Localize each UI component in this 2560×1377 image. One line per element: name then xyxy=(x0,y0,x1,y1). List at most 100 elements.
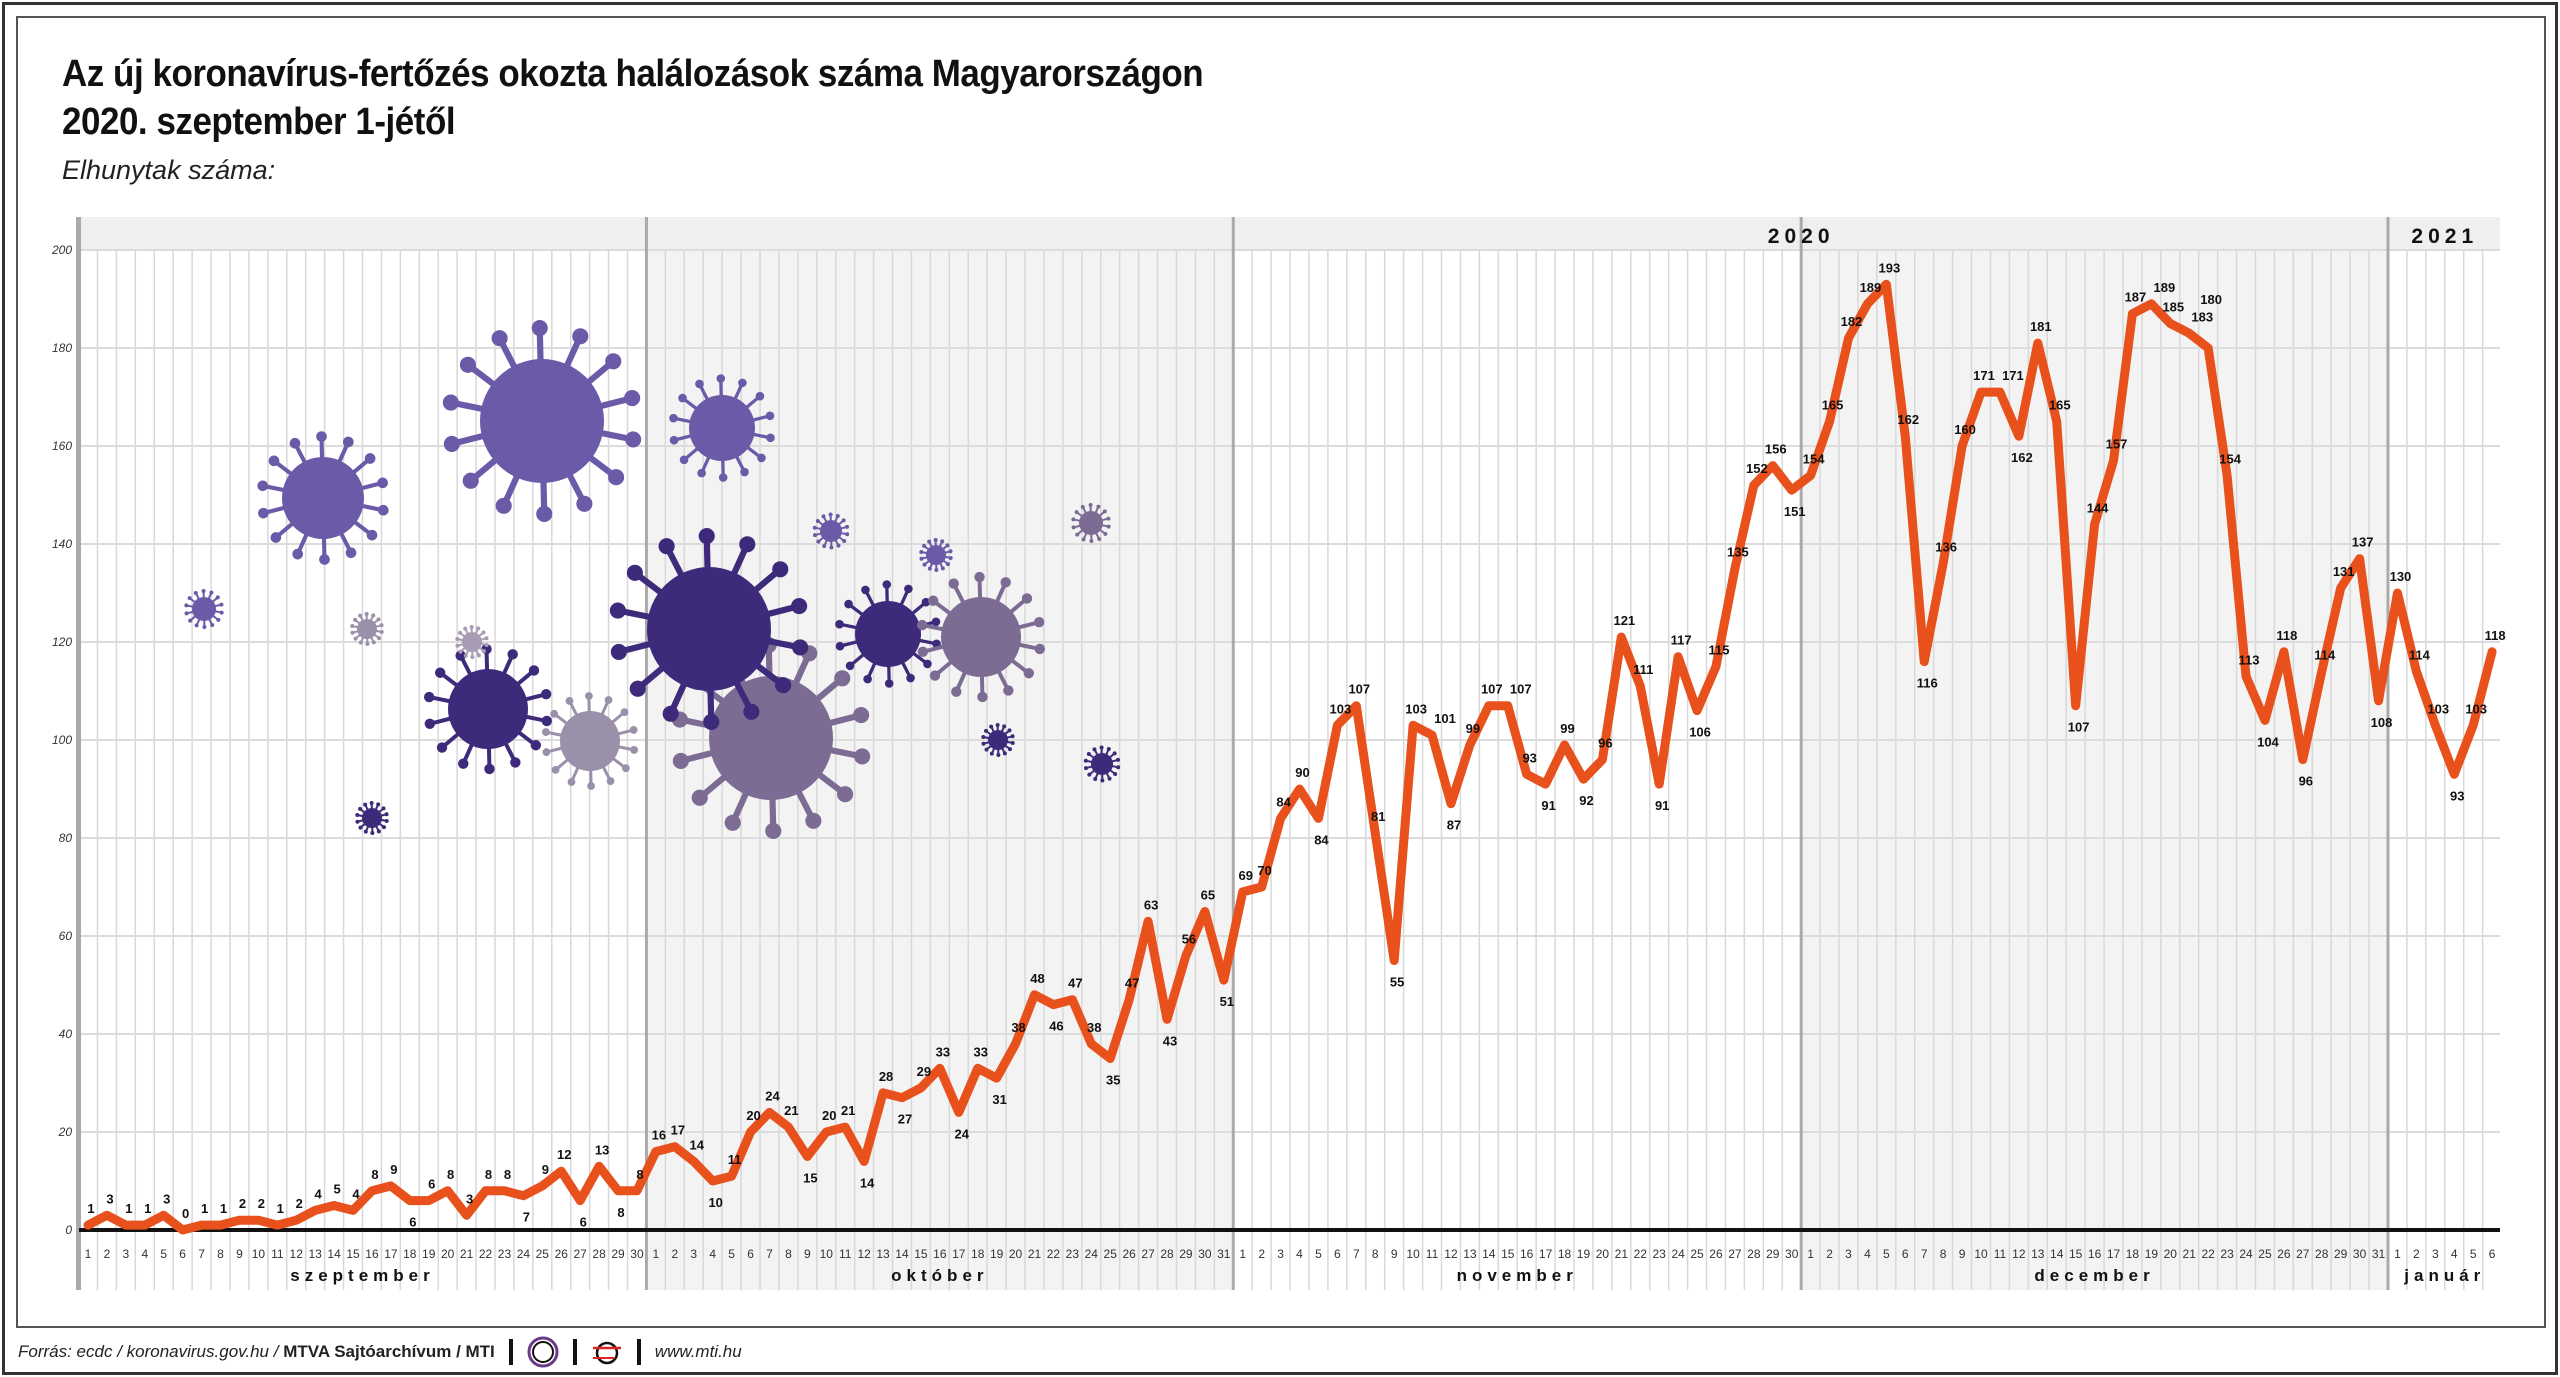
day-label: 5 xyxy=(2470,1247,2477,1261)
data-point xyxy=(1374,832,1377,835)
day-label: 21 xyxy=(1615,1247,1629,1261)
data-label: 13 xyxy=(595,1142,609,1157)
data-point xyxy=(1412,724,1415,727)
virus-spike-tip xyxy=(697,468,706,478)
virus-spike-tip xyxy=(948,549,953,554)
virus-icon xyxy=(916,571,1046,703)
data-label: 182 xyxy=(1841,314,1863,329)
data-point xyxy=(2377,699,2380,702)
day-label: 4 xyxy=(1864,1247,1871,1261)
day-label: 27 xyxy=(1728,1247,1742,1261)
virus-spike-tip xyxy=(738,378,747,388)
data-point xyxy=(1714,665,1717,668)
year-label: 2021 xyxy=(2411,225,2478,248)
data-label: 31 xyxy=(992,1092,1006,1107)
virus-spike-tip xyxy=(576,495,593,512)
data-label: 14 xyxy=(690,1137,705,1152)
virus-icon xyxy=(981,723,1015,757)
data-label: 157 xyxy=(2106,437,2128,452)
title-line-2: 2020. szeptember 1-jétől xyxy=(62,101,456,143)
website-link[interactable]: www.mti.hu xyxy=(654,1342,742,1361)
data-point xyxy=(2491,650,2494,653)
month-label: október xyxy=(891,1266,988,1285)
virus-spike-tip xyxy=(948,578,959,589)
data-point xyxy=(1998,391,2001,394)
data-point xyxy=(2339,587,2342,590)
virus-spike-tip xyxy=(481,630,486,635)
data-point xyxy=(2320,670,2323,673)
data-point xyxy=(2093,523,2096,526)
day-label: 28 xyxy=(1160,1247,1174,1261)
data-label: 96 xyxy=(2299,774,2313,789)
data-point xyxy=(2301,758,2304,761)
virus-spike-tip xyxy=(455,643,460,648)
virus-spike-tip xyxy=(463,626,468,631)
day-label: 27 xyxy=(1141,1247,1155,1261)
day-label: 6 xyxy=(1334,1247,1341,1261)
virus-body xyxy=(448,669,528,749)
virus-spike-tip xyxy=(495,497,512,514)
day-label: 3 xyxy=(1277,1247,1284,1261)
data-label: 3 xyxy=(466,1191,473,1206)
virus-spike-tip xyxy=(1033,617,1045,628)
virus-spike-tip xyxy=(624,390,641,407)
virus-spike-tip xyxy=(861,585,870,595)
data-label: 162 xyxy=(1897,412,1919,427)
virus-spike-tip xyxy=(929,670,941,681)
virus-spike-tip xyxy=(469,625,474,630)
data-point xyxy=(1393,959,1396,962)
data-point xyxy=(1544,783,1547,786)
data-point xyxy=(787,1126,790,1129)
data-label: 20 xyxy=(822,1108,836,1123)
day-label: 19 xyxy=(422,1247,436,1261)
data-point xyxy=(2112,459,2115,462)
virus-spike-tip xyxy=(484,763,495,775)
virus-spike-tip xyxy=(835,619,844,629)
virus-spike-tip xyxy=(434,667,446,678)
data-point xyxy=(1355,704,1358,707)
y-tick-label: 80 xyxy=(59,831,73,845)
day-label: 27 xyxy=(2296,1247,2310,1261)
virus-spike-tip xyxy=(629,680,646,697)
virus-spike-tip xyxy=(370,830,375,835)
virus-spike-tip xyxy=(481,649,486,654)
day-label: 8 xyxy=(1940,1247,1947,1261)
data-point xyxy=(484,1189,487,1192)
virus-spike-tip xyxy=(376,829,381,834)
virus-spike-tip xyxy=(695,379,704,389)
day-label: 5 xyxy=(1315,1247,1322,1261)
virus-body xyxy=(988,730,1008,750)
data-label: 1 xyxy=(87,1201,94,1216)
virus-spike-tip xyxy=(194,623,199,628)
day-label: 18 xyxy=(1558,1247,1572,1261)
data-label: 185 xyxy=(2162,300,2184,315)
data-point xyxy=(257,1219,260,1222)
data-label: 160 xyxy=(1954,422,1976,437)
virus-spike-tip xyxy=(927,595,939,606)
day-label: 2 xyxy=(1258,1247,1265,1261)
virus-spike-tip xyxy=(845,661,855,671)
y-tick-label: 140 xyxy=(52,537,72,551)
data-label: 165 xyxy=(2049,398,2071,413)
virus-spike-tip xyxy=(945,543,950,548)
data-point xyxy=(617,1189,620,1192)
data-point xyxy=(2131,312,2134,315)
day-label: 17 xyxy=(384,1247,398,1261)
virus-spike-tip xyxy=(927,566,932,571)
day-label: 19 xyxy=(1577,1247,1591,1261)
virus-spike-tip xyxy=(940,566,945,571)
data-point xyxy=(2282,650,2285,653)
day-label: 10 xyxy=(1406,1247,1420,1261)
virus-spike-tip xyxy=(934,567,939,572)
day-label: 25 xyxy=(1104,1247,1118,1261)
data-point xyxy=(1885,283,1888,286)
day-label: 18 xyxy=(2126,1247,2140,1261)
virus-spike-tip xyxy=(531,319,548,337)
virus-spike-tip xyxy=(342,436,354,448)
day-label: 13 xyxy=(1463,1247,1477,1261)
data-point xyxy=(768,1111,771,1114)
data-point xyxy=(2434,724,2437,727)
virus-spike-tip xyxy=(550,709,559,718)
day-label: 28 xyxy=(2315,1247,2329,1261)
